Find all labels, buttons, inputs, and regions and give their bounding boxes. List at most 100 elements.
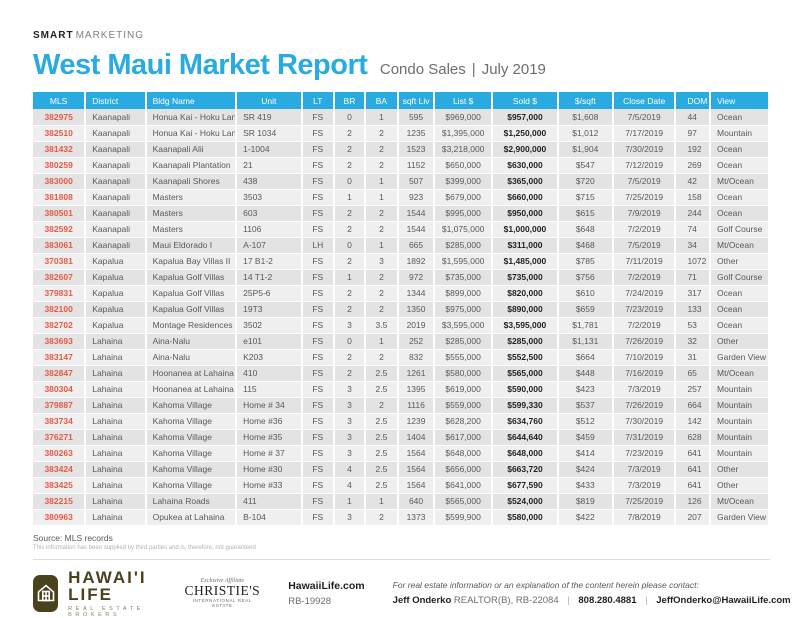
cell-sold-price: $1,485,000	[492, 253, 559, 270]
table-row: 381808 Kaanapali Masters 3503 FS 1 1 923 $679,00…	[33, 189, 770, 206]
cell-br: 2	[333, 141, 366, 158]
cell-sqft-liv: 1544	[398, 221, 436, 238]
cell-bldg-name: Kaanapali Plantation	[145, 157, 238, 174]
cell-mls[interactable]: 376271	[33, 429, 87, 446]
cell-list-price: $555,000	[434, 349, 494, 366]
cell-bldg-name: Aina-Nalu	[145, 333, 238, 350]
cell-unit: K203	[236, 349, 303, 366]
col-header-sold-price: Sold $	[492, 92, 559, 109]
cell-bldg-name: Maui Eldorado I	[145, 237, 238, 254]
cell-lt: FS	[301, 173, 335, 190]
cell-view: Other	[710, 477, 770, 494]
cell-view: Mountain	[710, 381, 770, 398]
cell-mls[interactable]: 383061	[33, 237, 87, 254]
cell-mls[interactable]: 382592	[33, 221, 87, 238]
contact-email[interactable]: JeffOnderko@HawaiiLife.com	[656, 595, 791, 606]
cell-mls[interactable]: 380501	[33, 205, 87, 222]
cell-sold-price: $630,000	[492, 157, 559, 174]
cell-view: Other	[710, 333, 770, 350]
cell-dom: 142	[675, 413, 712, 430]
cell-lt: FS	[301, 317, 335, 334]
contact-block: For real estate information or an explan…	[393, 580, 791, 606]
cell-list-price: $285,000	[434, 237, 494, 254]
cell-district: Kaanapali	[85, 141, 147, 158]
title-row: West Maui Market Report Condo Sales | July…	[33, 49, 770, 82]
cell-mls[interactable]: 380259	[33, 157, 87, 174]
cell-mls[interactable]: 382100	[33, 301, 87, 318]
cell-view: Ocean	[710, 109, 770, 126]
cell-view: Ocean	[710, 301, 770, 318]
cell-mls[interactable]: 382607	[33, 269, 87, 286]
cell-sqft-liv: 1235	[398, 125, 436, 142]
cell-ba: 2.5	[364, 477, 400, 494]
brand-smart: SMART	[33, 30, 74, 41]
cell-mls[interactable]: 382510	[33, 125, 87, 142]
cell-price-per-sqft: $1,608	[557, 109, 614, 126]
cell-bldg-name: Honua Kai - Hoku Lani	[145, 125, 238, 142]
cell-sqft-liv: 595	[398, 109, 436, 126]
table-row: 382510 Kaanapali Honua Kai - Hoku Lani SR 1…	[33, 125, 770, 142]
cell-bldg-name: Kaanapali Alii	[145, 141, 238, 158]
cell-mls[interactable]: 383693	[33, 333, 87, 350]
cell-lt: FS	[301, 285, 335, 302]
subtitle-period: July 2019	[481, 61, 546, 78]
cell-district: Lahaina	[85, 445, 147, 462]
cell-sold-price: $1,250,000	[492, 125, 559, 142]
cell-view: Ocean	[710, 205, 770, 222]
cell-lt: FS	[301, 157, 335, 174]
cell-close-date: 7/3/2019	[612, 477, 677, 494]
cell-mls[interactable]: 383425	[33, 477, 87, 494]
house-icon	[33, 574, 59, 612]
cell-dom: 269	[675, 157, 712, 174]
cell-br: 0	[333, 173, 366, 190]
cell-sqft-liv: 1239	[398, 413, 436, 430]
cell-mls[interactable]: 379887	[33, 397, 87, 414]
cell-ba: 2	[364, 157, 400, 174]
cell-mls[interactable]: 383000	[33, 173, 87, 190]
table-row: 383734 Lahaina Kahoma Village Home #36 FS 3 2.…	[33, 413, 770, 430]
cell-unit: 1106	[236, 221, 303, 238]
cell-district: Kapalua	[85, 253, 147, 270]
col-header-view: View	[710, 92, 770, 109]
cell-mls[interactable]: 383734	[33, 413, 87, 430]
cell-mls[interactable]: 382975	[33, 109, 87, 126]
cell-mls[interactable]: 383424	[33, 461, 87, 478]
cell-sqft-liv: 1344	[398, 285, 436, 302]
cell-view: Mt/Ocean	[710, 173, 770, 190]
cell-ba: 1	[364, 237, 400, 254]
cell-mls[interactable]: 381432	[33, 141, 87, 158]
cell-mls[interactable]: 382847	[33, 365, 87, 382]
cell-mls[interactable]: 370381	[33, 253, 87, 270]
cell-district: Kaanapali	[85, 157, 147, 174]
cell-mls[interactable]: 380263	[33, 445, 87, 462]
contact-phone[interactable]: 808.280.4881	[578, 595, 637, 606]
cell-dom: 74	[675, 221, 712, 238]
cell-district: Kaanapali	[85, 189, 147, 206]
cell-district: Kaanapali	[85, 109, 147, 126]
cell-close-date: 7/9/2019	[612, 205, 677, 222]
cell-sold-price: $663,720	[492, 461, 559, 478]
col-header-list-price: List $	[434, 92, 494, 109]
cell-mls[interactable]: 381808	[33, 189, 87, 206]
cell-br: 2	[333, 253, 366, 270]
cell-view: Mt/Ocean	[710, 365, 770, 382]
cell-mls[interactable]: 382702	[33, 317, 87, 334]
cell-list-price: $656,000	[434, 461, 494, 478]
cell-close-date: 7/25/2019	[612, 493, 677, 510]
cell-view: Ocean	[710, 141, 770, 158]
cell-unit: 19T3	[236, 301, 303, 318]
cell-mls[interactable]: 383147	[33, 349, 87, 366]
cell-district: Kaanapali	[85, 237, 147, 254]
cell-mls[interactable]: 380963	[33, 509, 87, 526]
table-row: 382215 Lahaina Lahaina Roads 411 FS 1 1 640 $565…	[33, 493, 770, 510]
cell-close-date: 7/11/2019	[612, 253, 677, 270]
cell-mls[interactable]: 382215	[33, 493, 87, 510]
cell-mls[interactable]: 380304	[33, 381, 87, 398]
cell-unit: Home #36	[236, 413, 303, 430]
cell-sqft-liv: 832	[398, 349, 436, 366]
website-link[interactable]: HawaiiLife.com	[288, 579, 365, 592]
cell-mls[interactable]: 379831	[33, 285, 87, 302]
cell-bldg-name: Kahoma Village	[145, 397, 238, 414]
table-row: 383000 Kaanapali Kaanapali Shores 438 FS 0 1 50…	[33, 173, 770, 190]
cell-br: 3	[333, 397, 366, 414]
